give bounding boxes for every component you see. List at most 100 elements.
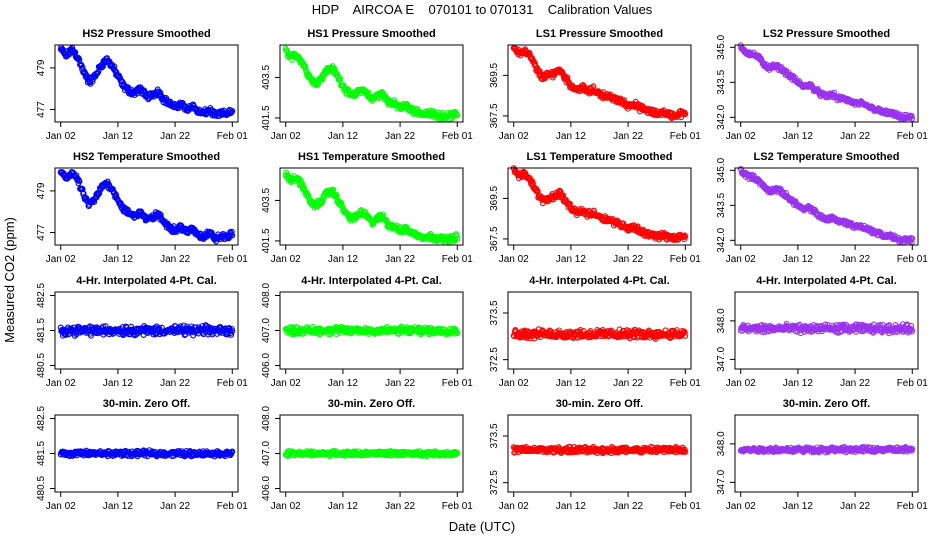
x-tick-label: Jan 12 xyxy=(103,254,133,265)
data-point xyxy=(229,232,236,239)
y-tick-label: 369.5 xyxy=(489,62,500,87)
data-point xyxy=(337,75,343,81)
data-point xyxy=(439,109,446,116)
y-tick-label: 403.5 xyxy=(261,64,272,89)
data-series xyxy=(57,322,236,339)
x-tick-label: Jan 02 xyxy=(499,254,529,265)
x-tick-label: Feb 01 xyxy=(670,254,702,265)
data-series xyxy=(737,320,916,337)
panel-11: 4-Hr. Interpolated 4-Pt. Cal. Jan 02 Jan 1… xyxy=(489,275,701,389)
data-point xyxy=(76,57,83,64)
panel-title: HS1 Temperature Smoothed xyxy=(298,151,445,163)
y-tick-label: 481.5 xyxy=(36,318,47,343)
data-series xyxy=(57,447,236,460)
panel-title: 30-min. Zero Off. xyxy=(328,398,415,410)
x-tick-label: Feb 01 xyxy=(897,131,929,142)
y-tick-label: 408.0 xyxy=(261,283,272,308)
x-tick-label: Jan 22 xyxy=(160,254,190,265)
x-tick-label: Feb 01 xyxy=(217,254,249,265)
y-tick-label: 406.0 xyxy=(261,476,272,501)
data-point xyxy=(302,65,309,72)
x-tick-label: Jan 02 xyxy=(271,131,301,142)
x-tick-label: Feb 01 xyxy=(897,378,929,389)
y-tick-label: 345.0 xyxy=(716,34,727,59)
data-point xyxy=(302,62,308,69)
x-tick-label: Jan 12 xyxy=(328,378,358,389)
y-tick-label: 348.0 xyxy=(716,308,727,333)
x-tick-label: Jan 12 xyxy=(103,131,133,142)
panel-10: 4-Hr. Interpolated 4-Pt. Cal.Jan 02 Jan 1… xyxy=(261,275,473,389)
data-point xyxy=(563,79,570,86)
data-point xyxy=(300,182,307,189)
data-point xyxy=(228,231,235,238)
plot-frame xyxy=(54,44,239,123)
y-tick-label: 480.5 xyxy=(36,476,47,501)
x-tick-label: Feb 01 xyxy=(217,378,249,389)
panel-title: 30-min. Zero Off. xyxy=(556,398,643,410)
x-tick-label: Jan 12 xyxy=(556,254,586,265)
x-tick-label: Jan 22 xyxy=(160,501,190,512)
x-tick-label: Feb 01 xyxy=(442,378,474,389)
y-tick-label: 343.5 xyxy=(716,192,727,217)
data-point xyxy=(580,81,587,88)
x-tick-label: Jan 02 xyxy=(499,131,529,142)
x-tick-label: Jan 12 xyxy=(556,131,586,142)
x-tick-label: Jan 02 xyxy=(46,378,76,389)
x-tick-label: Jan 22 xyxy=(385,131,415,142)
y-tick-label: 342.0 xyxy=(716,104,727,129)
plot-frame xyxy=(279,44,464,123)
y-tick-label: 407.0 xyxy=(261,441,272,466)
x-tick-label: Jan 12 xyxy=(783,254,813,265)
panel-title: 4-Hr. Interpolated 4-Pt. Cal. xyxy=(529,275,670,287)
y-tick-label: 401.5 xyxy=(261,105,272,130)
data-point xyxy=(229,108,236,114)
x-tick-label: Jan 22 xyxy=(160,131,190,142)
data-series xyxy=(737,165,916,246)
data-series xyxy=(282,169,461,246)
x-tick-label: Jan 02 xyxy=(499,378,529,389)
panel-15: 30-min. Zero Off.Jan 02 Jan 12 Jan 22 Feb 0… xyxy=(489,398,701,512)
panel-title: LS2 Pressure Smoothed xyxy=(763,28,890,40)
x-tick-label: Jan 22 xyxy=(840,131,870,142)
plot-frame xyxy=(507,44,692,123)
data-point xyxy=(682,111,689,118)
x-tick-label: Jan 12 xyxy=(103,501,133,512)
y-tick-label: 408.0 xyxy=(261,406,272,431)
x-tick-label: Jan 22 xyxy=(385,378,415,389)
y-tick-label: 477 xyxy=(36,224,47,241)
data-point xyxy=(89,78,96,85)
y-tick-label: 482.5 xyxy=(36,283,47,308)
panel-title: LS1 Temperature Smoothed xyxy=(527,151,673,163)
data-series xyxy=(510,326,689,342)
y-tick-label: 369.5 xyxy=(489,185,500,210)
x-tick-label: Jan 22 xyxy=(613,254,643,265)
data-point xyxy=(564,74,571,81)
data-series xyxy=(282,323,461,338)
x-tick-label: Feb 01 xyxy=(442,501,474,512)
x-tick-label: Jan 12 xyxy=(328,254,358,265)
y-tick-label: 403.5 xyxy=(261,187,272,212)
data-series xyxy=(510,443,689,457)
panel-title: LS1 Pressure Smoothed xyxy=(536,28,663,40)
x-tick-label: Jan 12 xyxy=(556,378,586,389)
x-tick-label: Jan 22 xyxy=(840,378,870,389)
x-tick-label: Jan 12 xyxy=(783,378,813,389)
y-tick-label: 482.5 xyxy=(36,406,47,431)
data-point xyxy=(228,228,235,235)
panel-7: LS1 Temperature Smoothed Jan 02 Jan 12 Jan … xyxy=(489,151,701,265)
panel-title: HS2 Temperature Smoothed xyxy=(73,151,220,163)
x-tick-label: Jan 02 xyxy=(46,131,76,142)
x-tick-label: Jan 22 xyxy=(840,254,870,265)
y-tick-label: 373.5 xyxy=(489,300,500,325)
y-tick-label: 372.5 xyxy=(489,347,500,372)
data-series xyxy=(57,44,236,120)
x-tick-label: Jan 22 xyxy=(160,378,190,389)
data-series xyxy=(510,45,689,122)
